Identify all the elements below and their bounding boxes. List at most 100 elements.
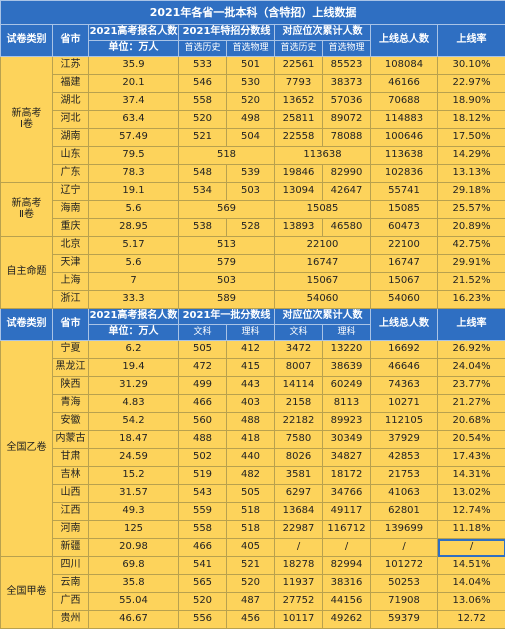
cell-rate[interactable]: 14.51%: [436, 556, 505, 575]
cell-rank-a[interactable]: 14114: [274, 376, 323, 395]
cell-applicants[interactable]: 19.1: [88, 182, 179, 201]
cell-total[interactable]: 71908: [370, 592, 438, 611]
cell-cutoff-a[interactable]: 502: [178, 448, 227, 467]
cell-cutoff-b[interactable]: 518: [226, 520, 275, 539]
cell-cutoff-a[interactable]: 560: [178, 412, 227, 431]
cell-applicants[interactable]: 4.83: [88, 394, 179, 413]
cell-province[interactable]: 海南: [52, 200, 89, 219]
cell-applicants[interactable]: 15.2: [88, 466, 179, 485]
cell-rank-a[interactable]: 10117: [274, 610, 323, 629]
cell-rank-a[interactable]: 8026: [274, 448, 323, 467]
cell-rank-b[interactable]: 8113: [322, 394, 371, 413]
cell-province[interactable]: 福建: [52, 74, 89, 93]
cell-rate[interactable]: 24.04%: [436, 358, 505, 377]
cell-applicants[interactable]: 37.4: [88, 92, 179, 111]
cell-cutoff-merged[interactable]: 579: [178, 254, 275, 273]
cell-applicants[interactable]: 5.6: [88, 200, 179, 219]
cell-rank-a[interactable]: 13893: [274, 218, 323, 237]
cell-province[interactable]: 北京: [52, 236, 89, 255]
cell-cutoff-b[interactable]: 530: [226, 74, 275, 93]
cell-total[interactable]: 112105: [370, 412, 438, 431]
cell-cutoff-a[interactable]: 556: [178, 610, 227, 629]
cell-province[interactable]: 江西: [52, 502, 89, 521]
cell-province[interactable]: 广西: [52, 592, 89, 611]
cell-cutoff-b[interactable]: 520: [226, 92, 275, 111]
cell-cutoff-a[interactable]: 466: [178, 538, 227, 557]
cell-applicants[interactable]: 7: [88, 272, 179, 291]
cell-rank-b[interactable]: 46580: [322, 218, 371, 237]
cell-rank-a[interactable]: 13684: [274, 502, 323, 521]
cell-province[interactable]: 山东: [52, 146, 89, 165]
cell-rank-b[interactable]: 57036: [322, 92, 371, 111]
cell-total[interactable]: 50253: [370, 574, 438, 593]
cell-applicants[interactable]: 20.98: [88, 538, 179, 557]
cell-total[interactable]: /: [370, 538, 438, 557]
cell-cutoff-a[interactable]: 541: [178, 556, 227, 575]
cell-rate[interactable]: 11.18%: [436, 520, 505, 539]
cell-applicants[interactable]: 57.49: [88, 128, 179, 147]
cell-rank-a[interactable]: 13094: [274, 182, 323, 201]
cell-applicants[interactable]: 19.4: [88, 358, 179, 377]
cell-cutoff-b[interactable]: 412: [226, 340, 275, 359]
cell-cutoff-a[interactable]: 505: [178, 340, 227, 359]
cell-rank-a[interactable]: 22561: [274, 56, 323, 75]
cell-applicants[interactable]: 49.3: [88, 502, 179, 521]
cell-cutoff-a[interactable]: 472: [178, 358, 227, 377]
cell-rank-a[interactable]: 22987: [274, 520, 323, 539]
cell-applicants[interactable]: 28.95: [88, 218, 179, 237]
cell-rank-a[interactable]: 3581: [274, 466, 323, 485]
cell-cutoff-a[interactable]: 499: [178, 376, 227, 395]
cell-province[interactable]: 山西: [52, 484, 89, 503]
cell-rate[interactable]: 20.68%: [436, 412, 505, 431]
cell-cutoff-b[interactable]: 501: [226, 56, 275, 75]
cell-rate[interactable]: 21.27%: [436, 394, 505, 413]
cell-rank-a[interactable]: 27752: [274, 592, 323, 611]
cell-rank-a[interactable]: 6297: [274, 484, 323, 503]
cell-total[interactable]: 22100: [370, 236, 438, 255]
cell-total[interactable]: 37929: [370, 430, 438, 449]
cell-rate[interactable]: 18.90%: [436, 92, 505, 111]
cell-cutoff-b[interactable]: 518: [226, 502, 275, 521]
cell-total[interactable]: 101272: [370, 556, 438, 575]
cell-rank-a[interactable]: 7580: [274, 430, 323, 449]
cell-rank-b[interactable]: 18172: [322, 466, 371, 485]
cell-province[interactable]: 贵州: [52, 610, 89, 629]
cell-rank-a[interactable]: 7793: [274, 74, 323, 93]
cell-rank-merged[interactable]: 15067: [274, 272, 371, 291]
cell-cutoff-merged[interactable]: 518: [178, 146, 275, 165]
cell-rank-b[interactable]: 82994: [322, 556, 371, 575]
cell-total[interactable]: 10271: [370, 394, 438, 413]
cell-cutoff-b[interactable]: 539: [226, 164, 275, 183]
cell-rank-a[interactable]: 22182: [274, 412, 323, 431]
cell-province[interactable]: 湖北: [52, 92, 89, 111]
cell-rate[interactable]: 25.57%: [436, 200, 505, 219]
cell-total[interactable]: 15067: [370, 272, 438, 291]
cell-rank-b[interactable]: 82990: [322, 164, 371, 183]
cell-total[interactable]: 16692: [370, 340, 438, 359]
cell-province[interactable]: 广东: [52, 164, 89, 183]
cell-province[interactable]: 新疆: [52, 538, 89, 557]
cell-rate[interactable]: 20.54%: [436, 430, 505, 449]
cell-cutoff-b[interactable]: 488: [226, 412, 275, 431]
cell-applicants[interactable]: 54.2: [88, 412, 179, 431]
cell-total[interactable]: 46646: [370, 358, 438, 377]
cell-rank-b[interactable]: 49117: [322, 502, 371, 521]
cell-rank-b[interactable]: 60249: [322, 376, 371, 395]
cell-cutoff-b[interactable]: 418: [226, 430, 275, 449]
cell-applicants[interactable]: 5.17: [88, 236, 179, 255]
cell-province[interactable]: 甘肃: [52, 448, 89, 467]
cell-province[interactable]: 陕西: [52, 376, 89, 395]
cell-province[interactable]: 上海: [52, 272, 89, 291]
cell-cutoff-b[interactable]: 482: [226, 466, 275, 485]
cell-rank-b[interactable]: 49262: [322, 610, 371, 629]
cell-rank-a[interactable]: 19846: [274, 164, 323, 183]
cell-total[interactable]: 55741: [370, 182, 438, 201]
cell-rate[interactable]: 13.13%: [436, 164, 505, 183]
cell-rate[interactable]: 17.43%: [436, 448, 505, 467]
cell-rate[interactable]: 42.75%: [436, 236, 505, 255]
cell-cutoff-b[interactable]: 504: [226, 128, 275, 147]
cell-province[interactable]: 宁夏: [52, 340, 89, 359]
cell-province[interactable]: 天津: [52, 254, 89, 273]
cell-cutoff-a[interactable]: 534: [178, 182, 227, 201]
cell-rate[interactable]: 14.31%: [436, 466, 505, 485]
